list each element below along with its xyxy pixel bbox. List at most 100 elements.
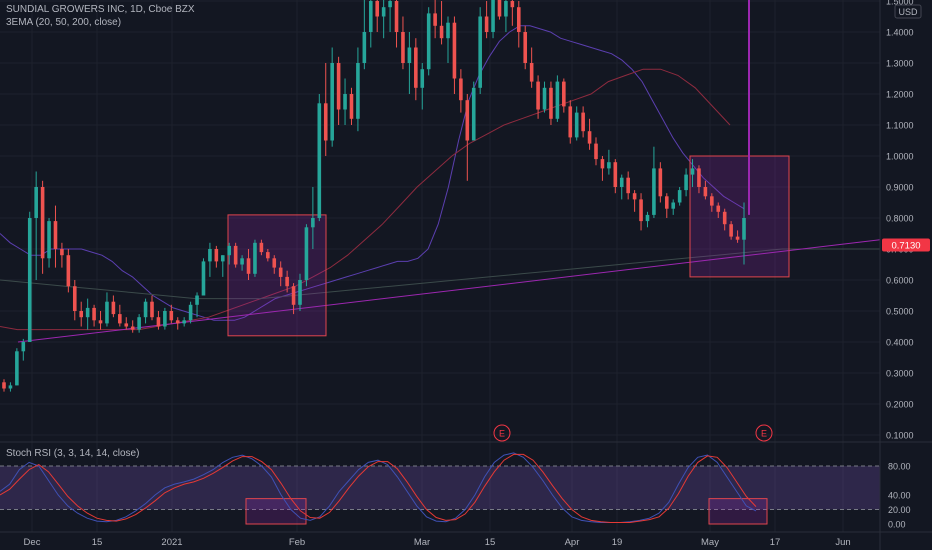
candle-body [703,187,708,197]
candle-body [497,0,502,17]
candle-body [259,242,264,253]
rsi-tick-label: 20.00 [888,505,911,515]
candle-body [401,32,405,63]
candle-body [201,261,206,296]
candle-body [523,32,528,63]
candle-body [79,311,84,318]
candle-body [278,267,283,277]
candle-body [105,301,109,324]
candle-body [710,196,714,206]
price-tick-label: 1.2000 [886,90,914,100]
candle-body [72,286,77,311]
rsi-highlight-box[interactable] [245,498,307,525]
candle-body [671,202,676,209]
highlight-boxes[interactable] [227,155,790,525]
candle-body [336,63,341,110]
candle-body [504,1,508,17]
candle-body [516,7,521,32]
candle-body [208,249,212,262]
candle-body [27,218,32,342]
candle-body [478,16,482,88]
candle-body [163,311,167,327]
earnings-marker[interactable]: E [493,424,511,442]
candle-body [227,245,232,256]
candle-body [735,236,740,240]
candle-body [66,255,71,287]
price-tick-label: 1.3000 [886,59,914,69]
candle-body [323,103,328,141]
candle-body [542,87,547,110]
candle-body [420,69,425,88]
candle-body [716,205,721,212]
candle-body [330,63,334,141]
candle-body [92,307,96,321]
candle-body [156,317,161,327]
rsi-tick-label: 80.00 [888,462,911,472]
rsi-line [0,453,757,523]
earnings-marker[interactable]: E [755,424,773,442]
currency-label: USD [898,7,918,17]
highlight-box[interactable] [227,214,327,337]
candle-body [414,47,418,88]
rsi-title[interactable]: Stoch RSI (3, 3, 14, 14, close) [6,448,139,459]
candle-body [690,168,695,175]
ema-line [0,248,880,300]
candle-body [349,94,354,119]
candlestick-series [2,0,750,392]
time-tick-label: Apr [565,537,580,548]
rsi-lines [0,452,757,523]
candle-body [60,249,64,256]
candle-body [452,22,457,79]
price-tick-label: 0.9000 [886,183,914,193]
candle-body [298,280,302,305]
candle-body [34,187,38,218]
candle-body [272,258,277,268]
last-price-value: 0.7130 [891,240,920,251]
time-tick-label: Dec [24,537,41,548]
candle-body [381,7,386,17]
candle-body [433,13,437,26]
ema-line [0,25,745,321]
candle-body [459,78,463,101]
candle-body [182,320,186,324]
candle-body [562,81,566,107]
candle-body [652,168,656,215]
candle-body [246,258,251,274]
candle-body [233,245,238,265]
price-grid [0,0,880,532]
candle-body [645,214,650,222]
price-tick-label: 0.5000 [886,307,914,317]
price-tick-label: 1.5000 [886,0,914,7]
candle-body [697,168,701,187]
candle-body [587,131,592,144]
currency-badge[interactable]: USD [894,4,922,19]
price-tick-label: 0.3000 [886,369,914,379]
candle-body [510,1,515,8]
highlight-box[interactable] [689,155,790,278]
candle-body [118,314,122,324]
price-tick-label: 0.8000 [886,214,914,224]
time-axis[interactable]: Dec 15 2021 Feb Mar 15 Apr 19 May 17 Jun [24,537,851,548]
earnings-marker-label: E [499,429,505,439]
candle-body [53,221,58,249]
trendline[interactable] [17,239,881,343]
candle-body [549,87,553,119]
candle-body [632,193,637,200]
indicator-label[interactable]: 3EMA (20, 50, 200, close) [6,17,121,28]
candle-body [465,100,470,141]
chart-title: SUNDIAL GROWERS INC, 1D, Cboe BZX [6,4,195,15]
candle-body [85,307,90,318]
candle-body [368,1,373,32]
trendline-line[interactable] [17,239,881,343]
candle-body [291,286,296,305]
candle-body [613,162,618,187]
price-tick-label: 0.1000 [886,431,914,441]
rsi-tick-label: 0.00 [888,520,906,530]
candle-body [626,177,630,194]
time-tick-label: Feb [289,537,305,548]
candle-body [722,211,727,225]
candle-body [175,320,180,324]
rsi-highlight-box[interactable] [708,498,768,525]
candle-body [220,255,225,262]
candle-body [169,311,174,321]
